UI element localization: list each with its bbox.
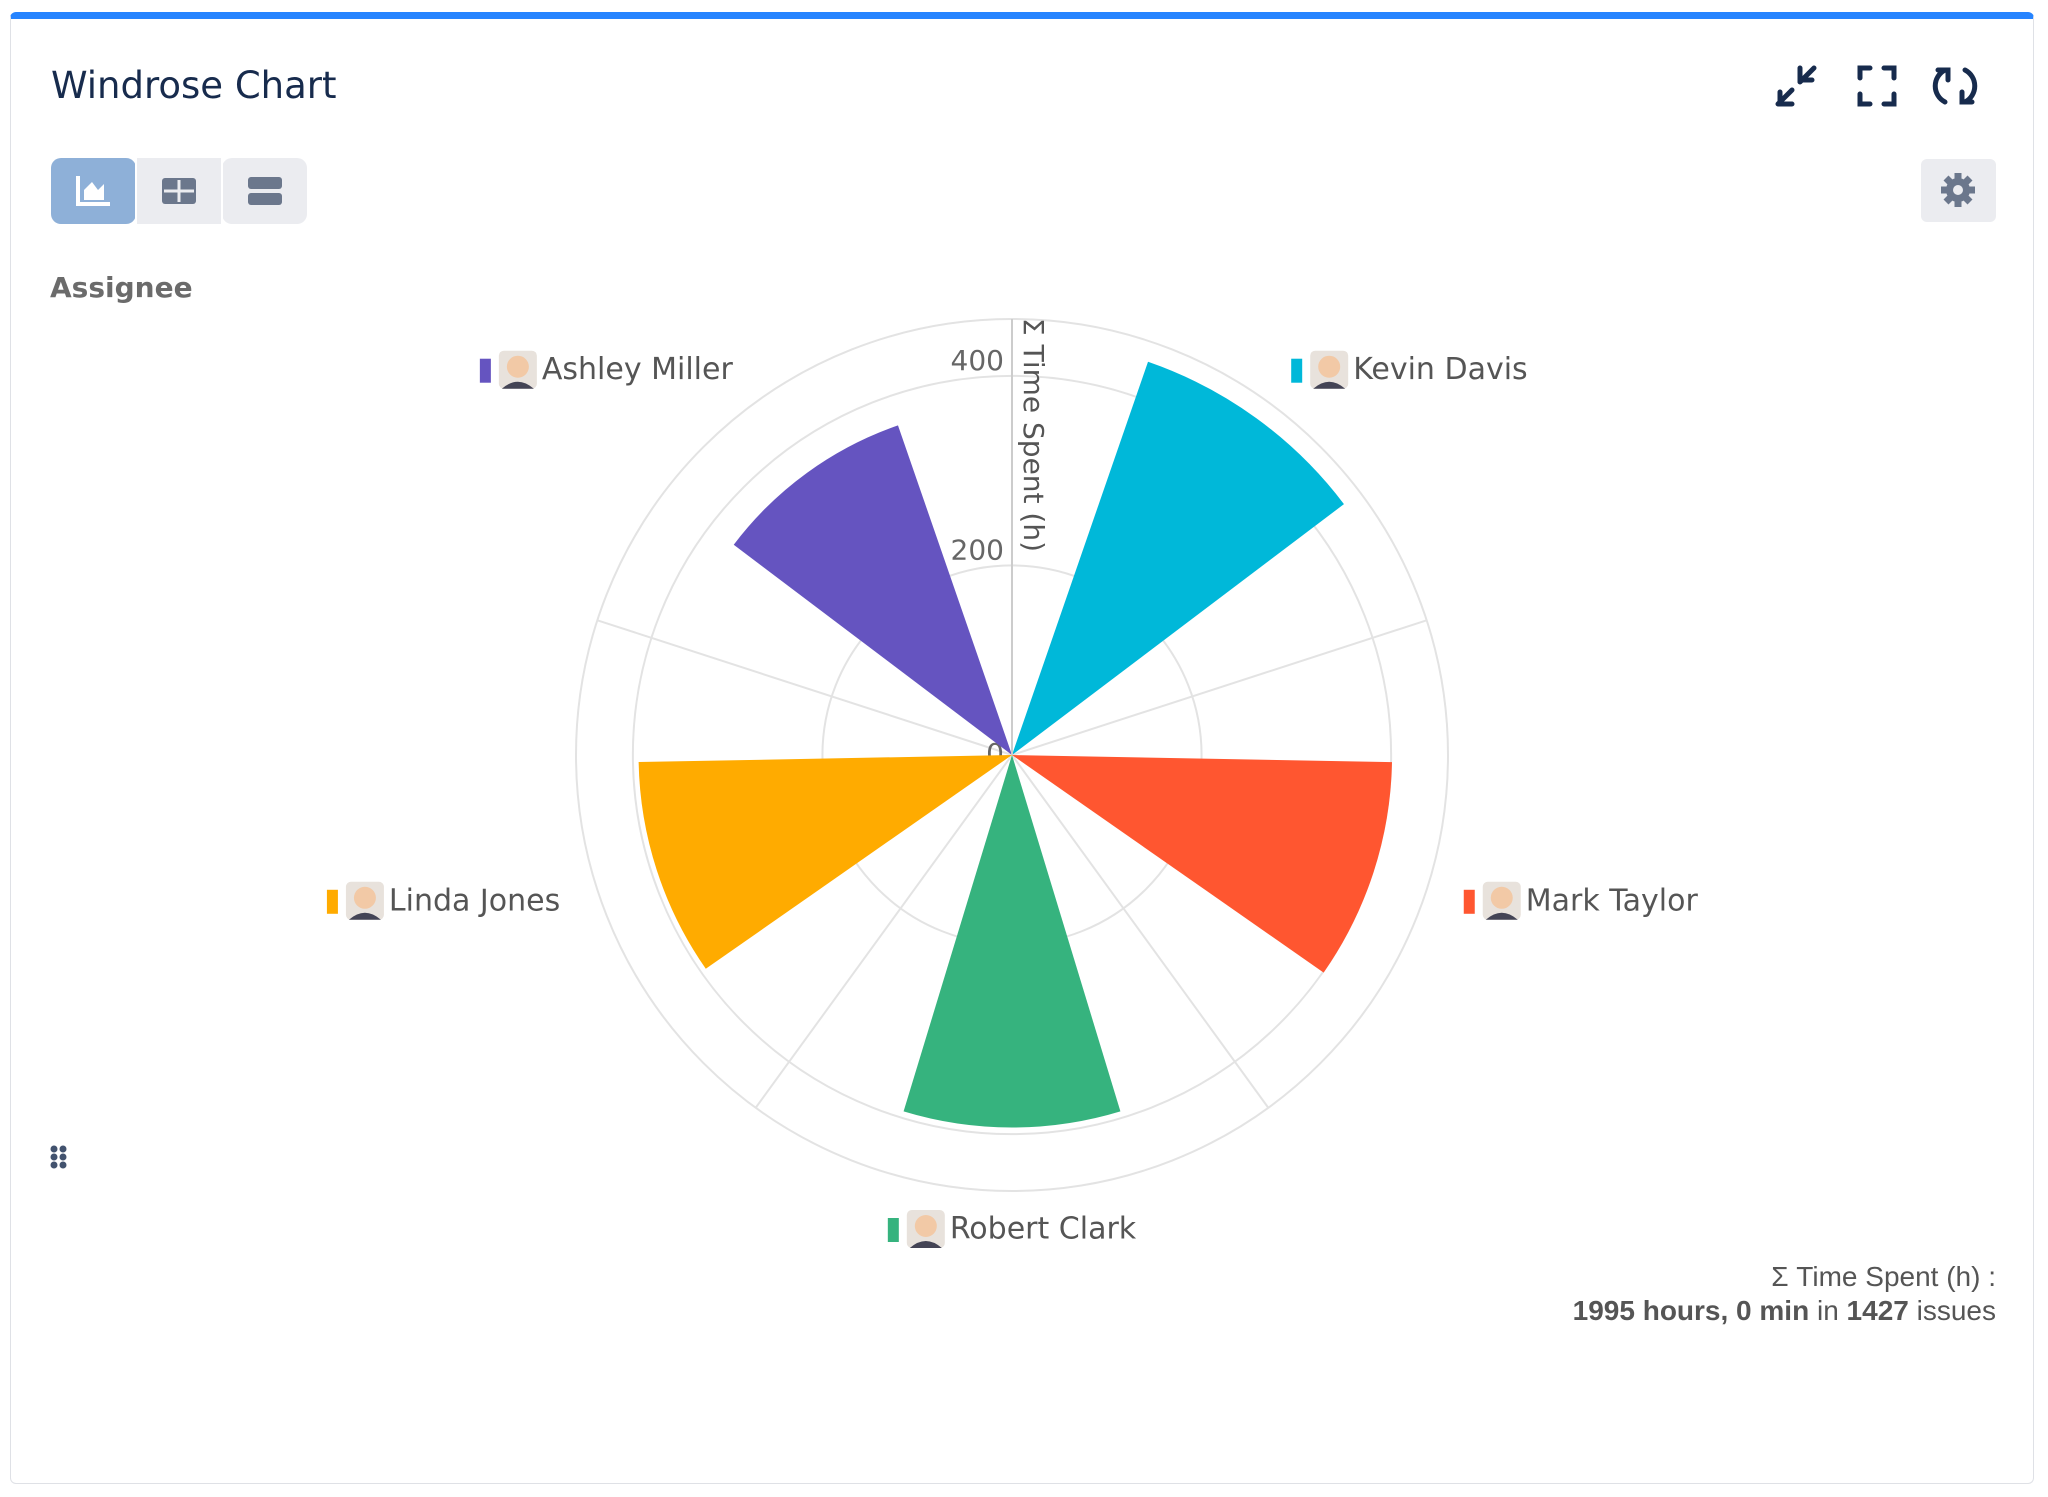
legend-item[interactable]: Linda Jones — [326, 881, 560, 920]
sector — [903, 755, 1121, 1128]
legend-item[interactable]: Robert Clark — [887, 1210, 1137, 1248]
legend-swatch — [479, 358, 491, 383]
legend-label: Robert Clark — [950, 1212, 1137, 1247]
joiner: in — [1816, 1295, 1839, 1326]
legend-label: Mark Taylor — [1526, 883, 1699, 918]
legend-label: Kevin Davis — [1353, 352, 1527, 387]
sector — [1012, 755, 1393, 973]
button-fill — [212, 158, 222, 224]
chart-icon — [84, 182, 104, 200]
unit: issues — [1916, 1295, 1996, 1326]
avatar-body — [909, 1241, 942, 1248]
legend-swatch — [1463, 889, 1475, 914]
legend-swatch — [887, 1218, 899, 1242]
sector — [733, 425, 1012, 755]
y-tick-label: 400 — [951, 344, 1004, 377]
legend-item[interactable]: Mark Taylor — [1463, 881, 1699, 920]
spoke — [597, 619, 1013, 756]
avatar-face — [1490, 886, 1513, 909]
avatar-body — [501, 381, 534, 389]
fullscreen-icon[interactable] — [1857, 65, 1897, 107]
legend-swatch — [1291, 358, 1303, 383]
gear-icon — [1941, 173, 1975, 207]
minimize-icon[interactable] — [1775, 65, 1817, 107]
list-icon — [248, 177, 282, 189]
legend-item[interactable]: Kevin Davis — [1291, 350, 1528, 389]
avatar-body — [1313, 381, 1346, 389]
avatar-face — [1318, 355, 1341, 378]
chart-title: Assignee — [50, 271, 193, 304]
title: Windrose Chart — [51, 64, 337, 107]
footer-summary: 1995 hours, 0 min in 1427 issues — [1573, 1294, 1996, 1328]
legend-label: Ashley Miller — [542, 352, 734, 387]
drag-handle[interactable] — [50, 1145, 67, 1169]
legend-swatch — [326, 889, 338, 914]
spoke — [1011, 619, 1427, 756]
table-icon — [164, 180, 194, 202]
avatar-body — [1485, 912, 1518, 920]
avatar-face — [506, 355, 529, 378]
total: 1995 hours, 0 min — [1572, 1295, 1810, 1326]
card — [10, 12, 2034, 1484]
avatar-face — [914, 1215, 937, 1237]
list-view-button[interactable] — [222, 158, 307, 224]
axis-title: Σ Time Spent (h) — [1017, 318, 1050, 552]
spoke — [1011, 754, 1270, 1109]
avatar-body — [348, 912, 381, 920]
chart-icon — [76, 176, 110, 206]
sector — [1012, 361, 1344, 755]
footer: Σ Time Spent (h) : 1995 hours, 0 min in … — [1573, 1260, 1996, 1328]
list-icon — [248, 193, 282, 205]
footer-label: Σ Time Spent (h) : — [1771, 1261, 1996, 1292]
legend-label: Linda Jones — [389, 883, 560, 918]
view-toggle[interactable] — [51, 158, 307, 224]
refresh-icon[interactable] — [1932, 67, 1978, 105]
avatar-face — [353, 886, 376, 909]
legend-item[interactable]: Ashley Miller — [479, 350, 734, 389]
y-tick-label: 200 — [951, 533, 1004, 566]
spoke — [754, 754, 1013, 1109]
sector — [638, 755, 1012, 969]
count: 1427 — [1846, 1295, 1909, 1326]
